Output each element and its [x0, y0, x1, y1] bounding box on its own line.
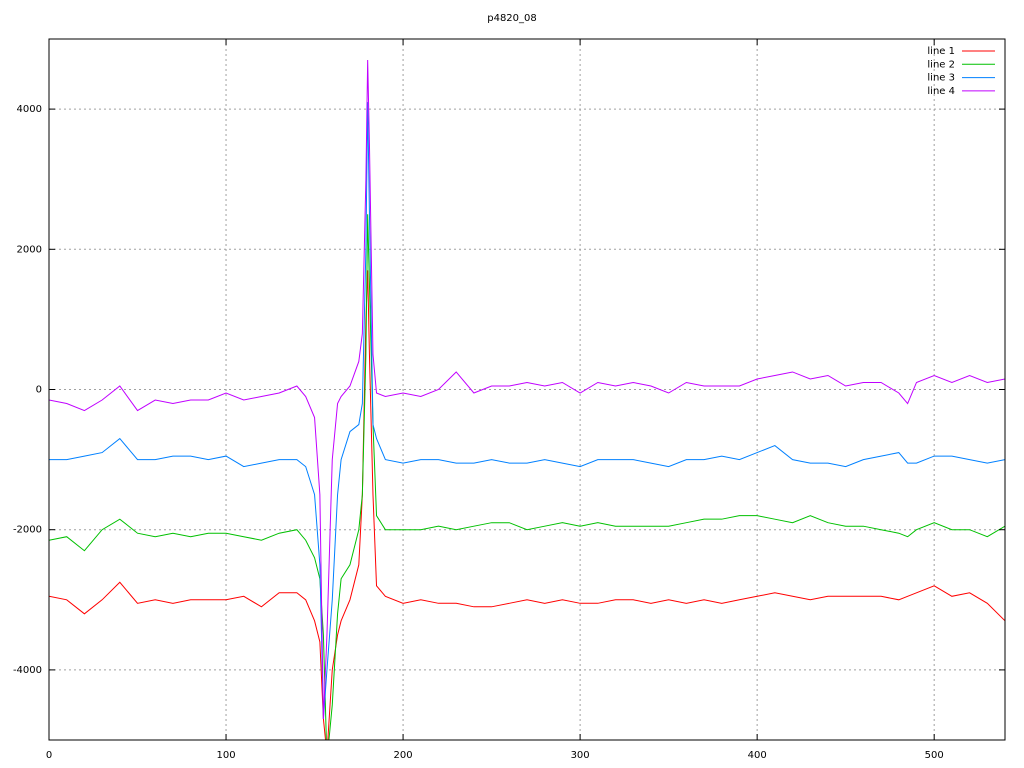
- series-line: [49, 270, 1005, 740]
- legend-label: line 1: [927, 46, 955, 57]
- chart-title: p4820_08: [487, 13, 537, 24]
- x-tick-label: 400: [748, 750, 767, 761]
- series-line: [49, 102, 1005, 720]
- x-tick-label: 0: [46, 750, 52, 761]
- series-line: [49, 60, 1005, 719]
- legend-label: line 2: [927, 59, 955, 70]
- y-tick-label: 2000: [17, 244, 42, 255]
- x-tick-label: 500: [925, 750, 944, 761]
- y-tick-label: 4000: [17, 104, 42, 115]
- y-tick-label: 0: [36, 385, 42, 396]
- y-tick-label: -2000: [13, 525, 42, 536]
- legend-label: line 4: [927, 86, 955, 97]
- y-tick-label: -4000: [13, 665, 42, 676]
- x-tick-label: 200: [394, 750, 413, 761]
- x-tick-label: 300: [571, 750, 590, 761]
- x-tick-label: 100: [216, 750, 235, 761]
- legend-label: line 3: [927, 73, 955, 84]
- plot-lines: [49, 60, 1005, 740]
- series-line: [49, 214, 1005, 740]
